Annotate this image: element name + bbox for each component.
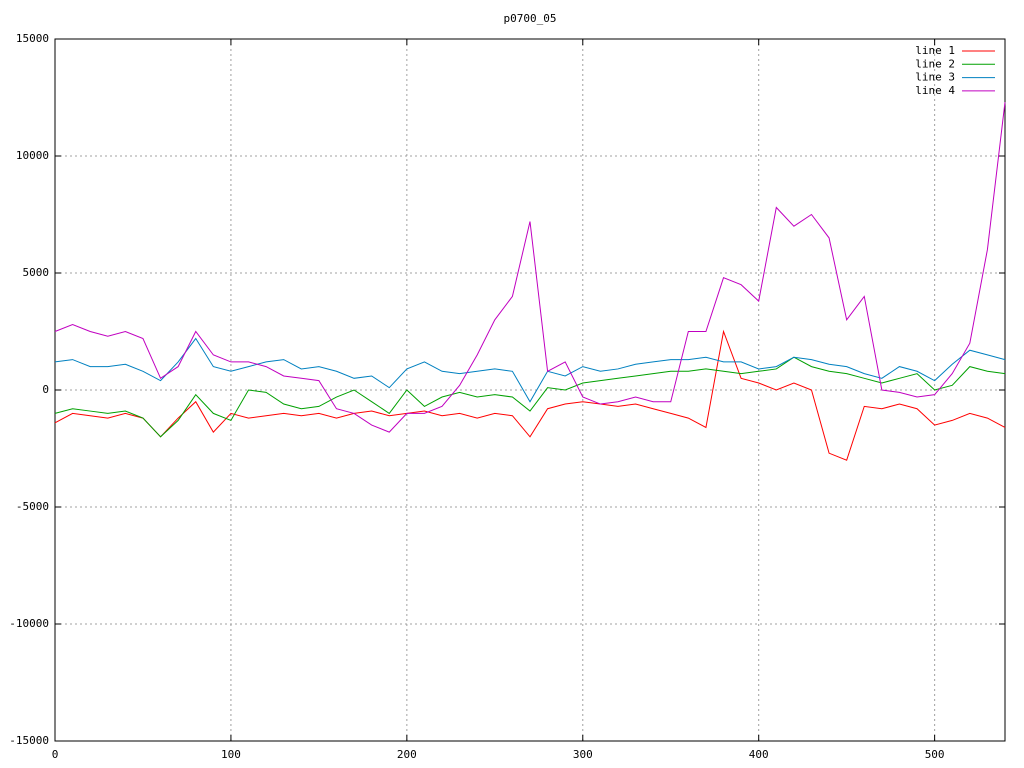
series-line: [54, 329, 1006, 461]
y-tick-label: 0: [42, 383, 49, 396]
legend-label: line 3: [915, 71, 955, 84]
y-tick-label: 5000: [23, 266, 50, 279]
x-tick-label: 400: [749, 748, 769, 761]
legend-label: line 4: [915, 84, 955, 97]
series-line: [54, 102, 1006, 433]
plot-frame: [54, 38, 1006, 742]
x-tick-label: 500: [925, 748, 945, 761]
legend-label: line 1: [915, 44, 955, 57]
y-tick-label: -10000: [9, 617, 49, 630]
y-tick-label: 15000: [16, 32, 49, 45]
y-tick-label: -15000: [9, 734, 49, 747]
x-tick-label: 0: [52, 748, 59, 761]
x-tick-label: 200: [397, 748, 417, 761]
x-tick-label: 100: [221, 748, 241, 761]
series-line: [54, 337, 1006, 403]
chart-title: p0700_05: [504, 12, 557, 25]
x-tick-label: 300: [573, 748, 593, 761]
y-tick-label: -5000: [16, 500, 49, 513]
legend-label: line 2: [915, 57, 955, 70]
y-tick-label: 10000: [16, 149, 49, 162]
series-line: [54, 356, 1006, 438]
